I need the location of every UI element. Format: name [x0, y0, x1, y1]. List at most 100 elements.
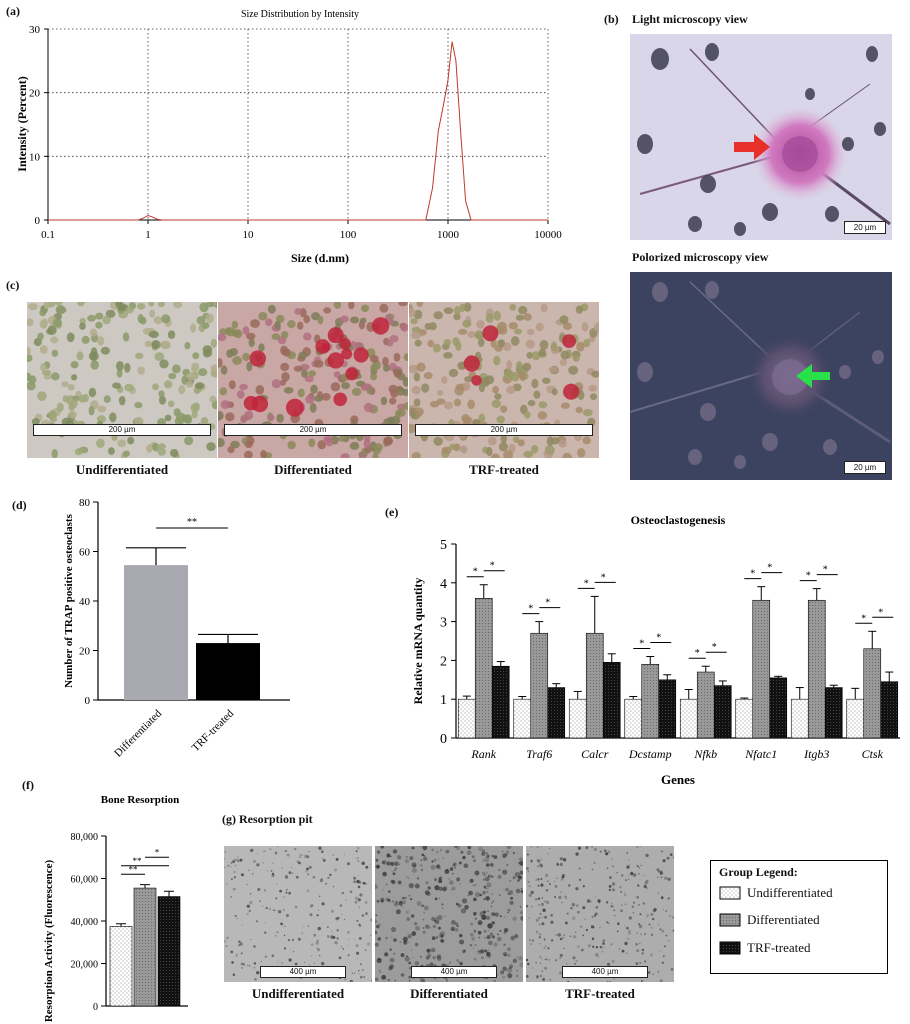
- cell: [411, 452, 421, 458]
- pit-spot: [312, 875, 316, 879]
- pit-spot: [617, 922, 620, 925]
- cell: [414, 339, 422, 347]
- pit-spot: [298, 861, 301, 865]
- pit-spot: [438, 926, 441, 930]
- pit-spot: [239, 858, 243, 862]
- cell: [531, 378, 539, 389]
- pit-spot: [466, 850, 472, 856]
- pit-spot: [322, 858, 324, 860]
- pit-spot: [339, 904, 343, 907]
- cell: [593, 322, 599, 332]
- c-scale-bar-2: 200 µm: [224, 424, 402, 436]
- pit-spot: [661, 961, 664, 964]
- pit-spot: [431, 916, 436, 921]
- pit-spot: [534, 898, 538, 901]
- cell: [218, 333, 227, 342]
- cell: [427, 340, 435, 348]
- pit-spot: [530, 859, 533, 862]
- pit-spot: [246, 883, 248, 886]
- pit-spot: [308, 964, 310, 966]
- chart-a-ylabel: Intensity (Percent): [15, 76, 29, 171]
- cell: [125, 306, 134, 314]
- pit-spot: [382, 871, 387, 877]
- pit-spot: [575, 852, 579, 856]
- pit-spot: [602, 939, 606, 942]
- pit-spot: [603, 947, 605, 949]
- pit-spot: [452, 863, 456, 868]
- cell: [581, 322, 589, 332]
- pit-spot: [474, 883, 477, 886]
- pit-spot: [230, 895, 233, 898]
- pit-spot: [638, 942, 641, 945]
- pit-spot: [230, 862, 233, 864]
- pit-spot: [395, 909, 401, 915]
- pit-spot: [407, 933, 413, 939]
- pit-spot: [564, 895, 567, 898]
- pit-spot: [638, 872, 640, 875]
- cell: [317, 440, 327, 450]
- pit-spot: [624, 894, 627, 897]
- pit-spot: [449, 880, 454, 885]
- pit-spot: [275, 851, 278, 854]
- cell: [413, 398, 421, 407]
- pit-spot: [526, 975, 529, 978]
- e-xlabel: Genes: [661, 772, 695, 787]
- f-ylabel: Resorption Activity (Fluorescence): [43, 860, 55, 1022]
- size-distribution-chart: Size Distribution by Intensity 0.1 1 10 100…: [15, 9, 562, 265]
- pit-spot: [450, 888, 453, 891]
- pit-spot: [462, 855, 466, 860]
- cell: [88, 387, 97, 398]
- pit-spot: [430, 947, 436, 953]
- cell: [137, 366, 145, 375]
- pit-spot: [608, 850, 611, 853]
- pit-spot: [279, 889, 282, 893]
- pit-spot: [527, 870, 530, 873]
- pit-spot: [569, 935, 572, 937]
- cell: [294, 308, 303, 315]
- pit-spot: [611, 959, 615, 963]
- cell: [491, 453, 500, 458]
- pit-spot: [543, 938, 546, 941]
- cell: [170, 449, 179, 457]
- pit-spot: [288, 958, 292, 962]
- cell: [413, 372, 421, 382]
- pit-spot: [282, 908, 286, 911]
- cell: [416, 302, 424, 307]
- pit-spot: [639, 962, 642, 964]
- pit-spot: [652, 917, 655, 921]
- pit-spot: [470, 932, 474, 937]
- pit-spot: [644, 881, 648, 885]
- trap-positive-cell: [285, 398, 304, 417]
- pit-spot: [388, 966, 393, 971]
- pit-spot: [437, 858, 440, 861]
- g-scale-bar-1: 400 µm: [260, 966, 346, 978]
- pit-spot: [246, 912, 249, 916]
- pit-spot: [502, 966, 507, 971]
- pit-spot: [419, 864, 423, 867]
- pit-spot: [392, 872, 396, 876]
- cell: [506, 385, 516, 394]
- pit-spot: [379, 969, 381, 972]
- legend-item-trf: TRF-treated: [747, 940, 811, 955]
- pit-spot: [431, 848, 434, 852]
- pit-spot: [397, 880, 402, 885]
- pit-spot: [606, 901, 609, 904]
- pit-spot: [283, 947, 286, 950]
- pit-spot: [505, 850, 510, 854]
- cell: [448, 368, 459, 378]
- pit-spot: [283, 925, 286, 928]
- chart-a-grid: [48, 28, 549, 220]
- pit-spot: [585, 928, 588, 932]
- cell: [568, 365, 579, 375]
- pit-spot: [530, 861, 533, 863]
- pit-spot: [335, 857, 339, 861]
- cell: [531, 351, 541, 361]
- pit-spot: [443, 885, 448, 891]
- pit-spot: [404, 896, 407, 900]
- pit-spot: [491, 875, 494, 878]
- pit-spot: [585, 846, 589, 849]
- cell: [225, 327, 232, 336]
- cell: [308, 370, 316, 377]
- pit-spot: [540, 858, 543, 861]
- f-y-tick-label: 20,000: [71, 960, 99, 971]
